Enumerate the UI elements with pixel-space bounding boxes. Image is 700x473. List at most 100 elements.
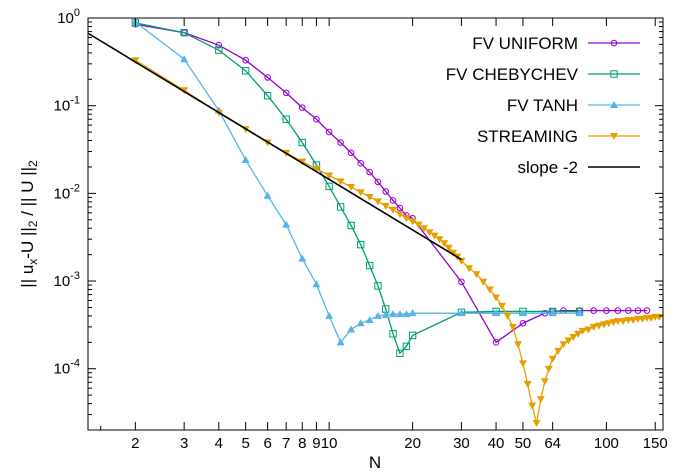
data-point (298, 254, 307, 262)
data-point (325, 182, 333, 191)
y-tick-label: 100 (57, 7, 80, 27)
data-point (465, 265, 474, 273)
data-point (492, 294, 501, 302)
data-point (457, 309, 466, 317)
data-point (180, 28, 188, 37)
data-point (408, 218, 417, 226)
data-point (381, 202, 390, 210)
data-point (298, 104, 306, 111)
series-fv-chebychev (131, 19, 584, 357)
data-point (569, 333, 578, 341)
data-point (408, 309, 417, 317)
data-point (402, 310, 411, 318)
data-point (613, 318, 622, 326)
data-point (625, 307, 632, 314)
data-point (554, 347, 563, 355)
data-point (215, 41, 223, 49)
data-point (242, 56, 249, 64)
legend-marker (610, 39, 618, 47)
data-point (609, 319, 618, 327)
data-point (374, 282, 382, 290)
x-tick-label: 7 (282, 435, 290, 452)
x-tick-label: 150 (643, 435, 668, 452)
data-point (389, 206, 398, 214)
data-point (479, 278, 488, 286)
data-point (313, 115, 320, 123)
series-slope-2 (87, 32, 462, 261)
data-point (336, 338, 345, 346)
data-point (449, 249, 458, 257)
tick-layer: 2 3 4 5 6 7 8 9 10 20 30 40 50 64 100 150 100 10-1 10-2 10-… (54, 7, 668, 452)
data-point (366, 168, 373, 176)
data-point (532, 420, 541, 428)
legend-item: STREAMING (477, 127, 640, 146)
data-point (325, 311, 334, 319)
data-point (365, 193, 374, 201)
x-tick-label: 50 (515, 435, 532, 452)
data-point (347, 221, 355, 230)
x-tick-label: 2 (131, 435, 139, 452)
data-point (614, 307, 622, 314)
data-point (643, 307, 651, 314)
legend-label: STREAMING (477, 127, 578, 146)
data-point (440, 240, 449, 248)
data-point (131, 57, 140, 65)
x-tick-label: 5 (241, 435, 249, 452)
data-point (540, 378, 549, 386)
data-point (508, 323, 517, 331)
data-point (458, 278, 465, 286)
data-point (518, 360, 527, 368)
legend-marker (610, 70, 618, 78)
legend-item: FV CHEBYCHEV (446, 65, 640, 84)
data-point (457, 257, 466, 265)
data-point (575, 309, 584, 317)
data-point (492, 339, 500, 346)
data-point (357, 160, 365, 167)
data-point (356, 319, 365, 327)
x-tick-label: 100 (594, 435, 619, 452)
data-point (518, 309, 527, 317)
data-point (325, 172, 334, 180)
x-tick-label: 4 (215, 435, 223, 452)
data-point (503, 312, 512, 320)
data-point (282, 89, 290, 97)
data-point (347, 184, 356, 192)
data-point (492, 309, 501, 317)
data-point (337, 139, 344, 146)
data-point (485, 286, 494, 294)
data-point (519, 319, 527, 327)
data-point (425, 229, 434, 237)
series-line (87, 32, 462, 261)
data-point (373, 198, 382, 206)
data-point (578, 327, 587, 335)
data-point (408, 331, 417, 340)
legend-label: FV CHEBYCHEV (446, 65, 579, 84)
data-point (347, 325, 356, 333)
data-point (629, 316, 638, 324)
data-point (396, 349, 404, 357)
data-point (389, 330, 397, 338)
data-point (430, 232, 439, 240)
data-point (356, 189, 365, 197)
data-point (548, 355, 557, 363)
data-point (298, 138, 306, 147)
legend-label: slope -2 (518, 158, 578, 177)
data-point (536, 396, 545, 404)
data-point (584, 326, 593, 334)
data-point (381, 310, 390, 318)
data-point (336, 178, 345, 186)
series-fv-uniform (132, 20, 651, 346)
data-point (357, 240, 365, 249)
x-tick-label: 40 (488, 435, 505, 452)
data-point (574, 330, 583, 338)
data-point (373, 311, 382, 319)
data-point (241, 156, 250, 164)
data-point (365, 261, 374, 270)
data-point (472, 271, 481, 279)
data-point (634, 307, 642, 314)
data-point (241, 67, 250, 75)
x-tick-label: 6 (263, 435, 271, 452)
series-fv-tanh (131, 18, 584, 346)
